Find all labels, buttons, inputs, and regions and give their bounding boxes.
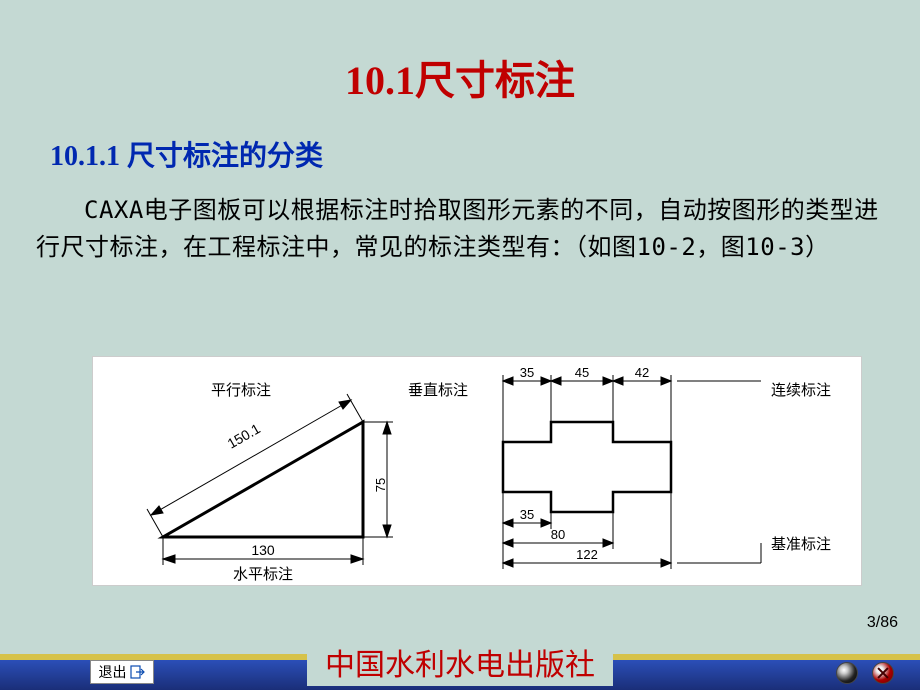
footer: 中国水利水电出版社 退出 (0, 644, 920, 690)
nav-prev-button[interactable] (836, 662, 858, 684)
figures-svg: 平行标注 150.1 垂直标注 75 (93, 357, 863, 587)
dim-bot-1: 80 (551, 527, 565, 542)
label-continuous: 连续标注 (771, 382, 831, 399)
dim-top-0: 35 (520, 365, 534, 380)
nav-close-button[interactable] (872, 662, 894, 684)
nav-buttons (836, 662, 894, 684)
exit-icon (130, 665, 146, 679)
label-parallel: 平行标注 (211, 382, 271, 399)
publisher-label: 中国水利水电出版社 (307, 638, 613, 686)
dim-hypot: 150.1 (225, 420, 264, 451)
dim-horiz: 130 (251, 542, 275, 558)
slide-subtitle: 10.1.1 尺寸标注的分类 (50, 134, 920, 174)
exit-button[interactable]: 退出 (90, 660, 154, 684)
exit-label: 退出 (99, 662, 127, 682)
dim-bot-2: 122 (576, 547, 598, 562)
slide-title: 10.1尺寸标注 (0, 0, 920, 106)
dim-top-1: 45 (575, 365, 589, 380)
figure-right: 35 45 42 连续标注 (503, 365, 831, 569)
slide: 10.1尺寸标注 10.1.1 尺寸标注的分类 CAXA电子图板可以根据标注时拾… (0, 0, 920, 690)
label-datum: 基准标注 (771, 536, 831, 553)
dim-vert: 75 (373, 478, 388, 492)
figures-panel: 平行标注 150.1 垂直标注 75 (92, 356, 862, 586)
label-horizontal: 水平标注 (233, 566, 293, 583)
label-vertical: 垂直标注 (408, 382, 468, 399)
dim-top-2: 42 (635, 365, 649, 380)
dim-bot-0: 35 (520, 507, 534, 522)
page-number: 3/86 (867, 614, 898, 632)
body-paragraph: CAXA电子图板可以根据标注时拾取图形元素的不同，自动按图形的类型进行尺寸标注，… (36, 192, 884, 266)
figure-left: 平行标注 150.1 垂直标注 75 (147, 382, 468, 583)
